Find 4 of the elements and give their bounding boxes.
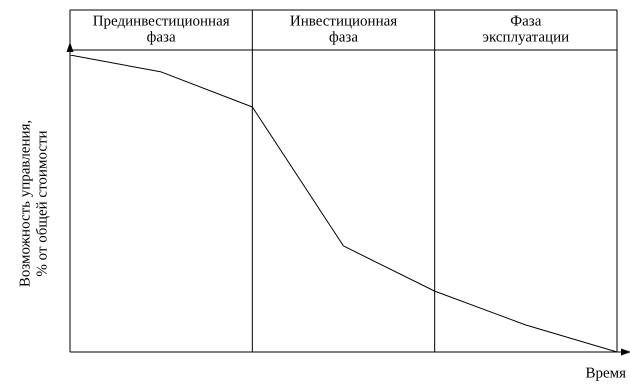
text: Инвестиционная фаза xyxy=(290,13,398,46)
y-axis-title: Возможность управления, % от общей стоимости xyxy=(17,120,50,288)
text: Фаза эксплуатации xyxy=(482,13,570,46)
x-axis-title: Время xyxy=(585,365,626,382)
